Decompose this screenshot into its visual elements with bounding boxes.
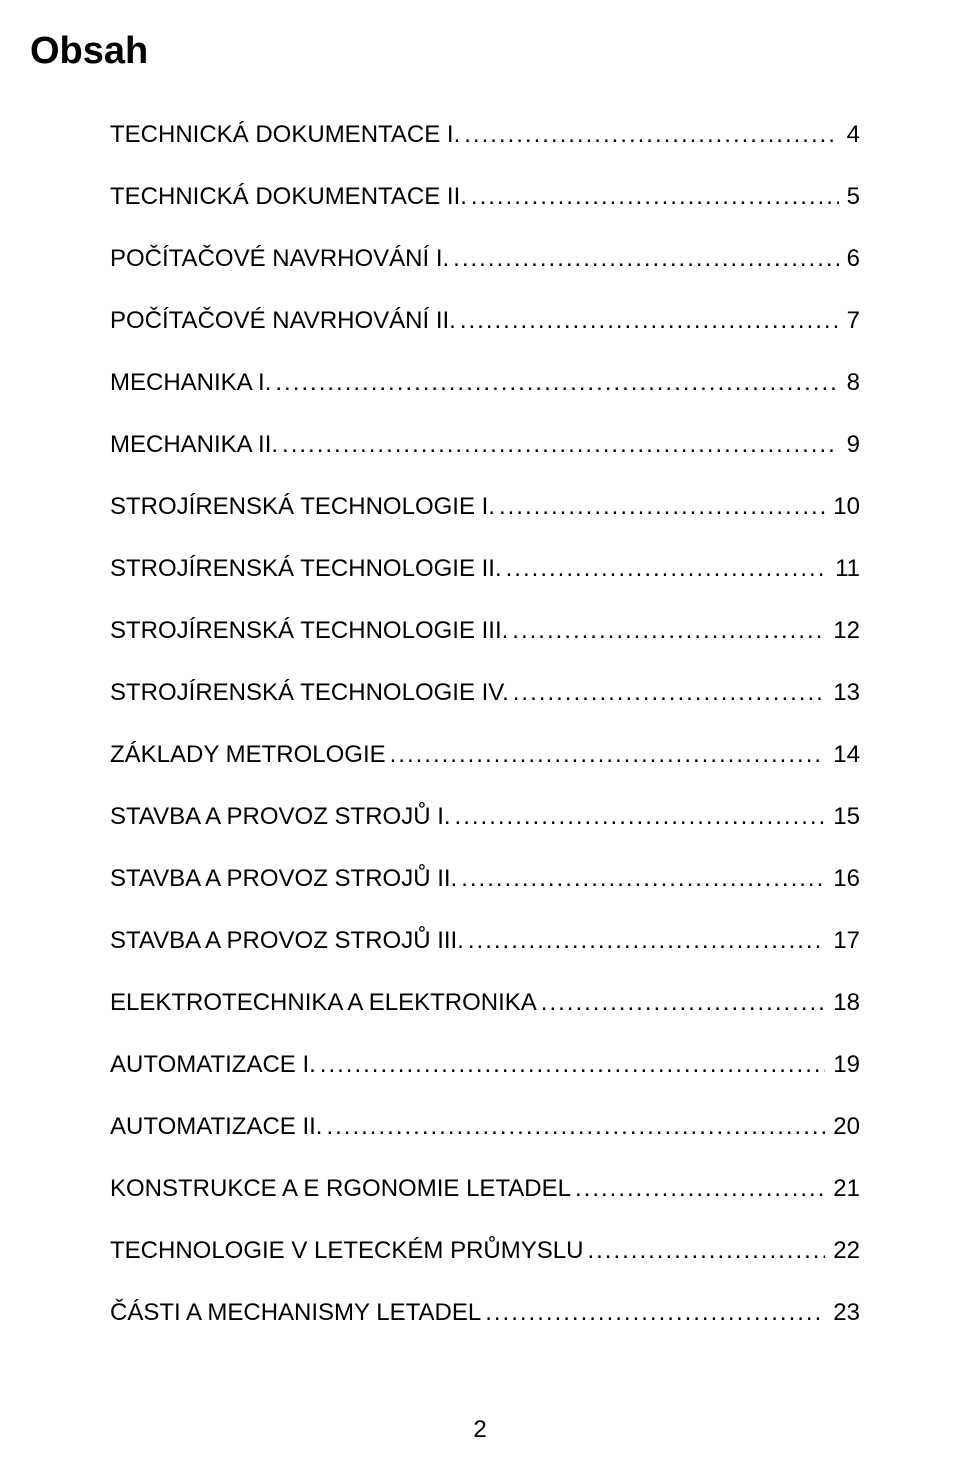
toc-entry-page: 21 xyxy=(829,1175,860,1203)
toc-entry-label: KONSTRUKCE A E RGONOMIE LETADEL xyxy=(110,1175,571,1203)
toc-entry-page: 6 xyxy=(843,245,860,273)
toc-entry-label: STAVBA A PROVOZ STROJŮ II. xyxy=(110,865,457,893)
toc-entry-label: STROJÍRENSKÁ TECHNOLOGIE III. xyxy=(110,617,508,645)
toc-entry-label: TECHNICKÁ DOKUMENTACE II. xyxy=(110,183,467,211)
toc-entry-label: MECHANIKA II. xyxy=(110,431,278,459)
toc-leader-dots xyxy=(461,865,825,893)
toc-entry-page: 14 xyxy=(829,741,860,769)
toc-entry-page: 15 xyxy=(829,803,860,831)
toc-entry: STROJÍRENSKÁ TECHNOLOGIE II. 11 xyxy=(110,555,860,583)
toc-entry-page: 10 xyxy=(829,493,860,521)
toc-entry-label: ČÁSTI A MECHANISMY LETADEL xyxy=(110,1299,481,1327)
toc-leader-dots xyxy=(282,431,839,459)
toc-entry: MECHANIKA II. 9 xyxy=(110,431,860,459)
page-title: Obsah xyxy=(30,30,860,73)
toc-entry-label: AUTOMATIZACE II. xyxy=(110,1113,322,1141)
toc-entry-page: 16 xyxy=(829,865,860,893)
toc-entry-page: 9 xyxy=(843,431,860,459)
toc-entry-page: 23 xyxy=(829,1299,860,1327)
toc-entry-page: 7 xyxy=(843,307,860,335)
toc-entry: TECHNOLOGIE V LETECKÉM PRŮMYSLU 22 xyxy=(110,1237,860,1265)
toc-leader-dots xyxy=(455,803,826,831)
toc-leader-dots xyxy=(541,989,826,1017)
toc-entry: STROJÍRENSKÁ TECHNOLOGIE IV. 13 xyxy=(110,679,860,707)
table-of-contents: TECHNICKÁ DOKUMENTACE I.4TECHNICKÁ DOKUM… xyxy=(110,121,860,1327)
toc-leader-dots xyxy=(468,927,825,955)
toc-entry-label: MECHANIKA I. xyxy=(110,369,271,397)
toc-entry: STAVBA A PROVOZ STROJŮ I. 15 xyxy=(110,803,860,831)
toc-entry-page: 22 xyxy=(829,1237,860,1265)
toc-entry-label: AUTOMATIZACE I. xyxy=(110,1051,316,1079)
toc-entry: ELEKTROTECHNIKA A ELEKTRONIKA 18 xyxy=(110,989,860,1017)
toc-leader-dots xyxy=(320,1051,826,1079)
toc-entry: TECHNICKÁ DOKUMENTACE I. 4 xyxy=(110,121,860,149)
toc-entry: STAVBA A PROVOZ STROJŮ III. 17 xyxy=(110,927,860,955)
toc-entry-label: TECHNOLOGIE V LETECKÉM PRŮMYSLU xyxy=(110,1237,583,1265)
toc-entry-page: 13 xyxy=(829,679,860,707)
toc-leader-dots xyxy=(513,679,826,707)
toc-entry-label: STROJÍRENSKÁ TECHNOLOGIE II. xyxy=(110,555,502,583)
toc-entry-label: POČÍTAČOVÉ NAVRHOVÁNÍ II. xyxy=(110,307,456,335)
toc-leader-dots xyxy=(464,121,838,149)
toc-leader-dots xyxy=(460,307,839,335)
toc-entry-label: STAVBA A PROVOZ STROJŮ I. xyxy=(110,803,451,831)
toc-entry: TECHNICKÁ DOKUMENTACE II. 5 xyxy=(110,183,860,211)
toc-entry-page: 12 xyxy=(829,617,860,645)
toc-leader-dots xyxy=(453,245,838,273)
toc-leader-dots xyxy=(471,183,839,211)
document-page: Obsah TECHNICKÁ DOKUMENTACE I.4TECHNICKÁ… xyxy=(0,0,960,1474)
toc-leader-dots xyxy=(275,369,838,397)
toc-entry: AUTOMATIZACE II. 20 xyxy=(110,1113,860,1141)
toc-leader-dots xyxy=(485,1299,825,1327)
toc-entry: KONSTRUKCE A E RGONOMIE LETADEL 21 xyxy=(110,1175,860,1203)
toc-entry-label: ZÁKLADY METROLOGIE xyxy=(110,741,386,769)
toc-entry-label: STROJÍRENSKÁ TECHNOLOGIE IV. xyxy=(110,679,509,707)
toc-entry-page: 20 xyxy=(829,1113,860,1141)
toc-entry: STROJÍRENSKÁ TECHNOLOGIE I. 10 xyxy=(110,493,860,521)
toc-entry: ČÁSTI A MECHANISMY LETADEL 23 xyxy=(110,1299,860,1327)
toc-leader-dots xyxy=(390,741,826,769)
toc-entry-page: 5 xyxy=(843,183,860,211)
toc-entry-page: 4 xyxy=(843,121,860,149)
toc-leader-dots xyxy=(326,1113,825,1141)
toc-entry: POČÍTAČOVÉ NAVRHOVÁNÍ II. 7 xyxy=(110,307,860,335)
toc-leader-dots xyxy=(575,1175,825,1203)
toc-entry: ZÁKLADY METROLOGIE 14 xyxy=(110,741,860,769)
toc-leader-dots xyxy=(506,555,827,583)
toc-entry-page: 17 xyxy=(829,927,860,955)
toc-entry-page: 11 xyxy=(831,555,860,583)
toc-entry-label: STAVBA A PROVOZ STROJŮ III. xyxy=(110,927,464,955)
toc-leader-dots xyxy=(512,617,825,645)
toc-leader-dots xyxy=(499,493,825,521)
toc-leader-dots xyxy=(587,1237,825,1265)
toc-entry: MECHANIKA I. 8 xyxy=(110,369,860,397)
page-number: 2 xyxy=(0,1416,960,1444)
toc-entry-label: TECHNICKÁ DOKUMENTACE I. xyxy=(110,121,460,149)
toc-entry: STROJÍRENSKÁ TECHNOLOGIE III. 12 xyxy=(110,617,860,645)
toc-entry-page: 8 xyxy=(843,369,860,397)
toc-entry: POČÍTAČOVÉ NAVRHOVÁNÍ I. 6 xyxy=(110,245,860,273)
toc-entry: AUTOMATIZACE I. 19 xyxy=(110,1051,860,1079)
toc-entry-page: 19 xyxy=(829,1051,860,1079)
toc-entry-page: 18 xyxy=(829,989,860,1017)
toc-entry-label: ELEKTROTECHNIKA A ELEKTRONIKA xyxy=(110,989,537,1017)
toc-entry-label: STROJÍRENSKÁ TECHNOLOGIE I. xyxy=(110,493,495,521)
toc-entry: STAVBA A PROVOZ STROJŮ II. 16 xyxy=(110,865,860,893)
toc-entry-label: POČÍTAČOVÉ NAVRHOVÁNÍ I. xyxy=(110,245,449,273)
